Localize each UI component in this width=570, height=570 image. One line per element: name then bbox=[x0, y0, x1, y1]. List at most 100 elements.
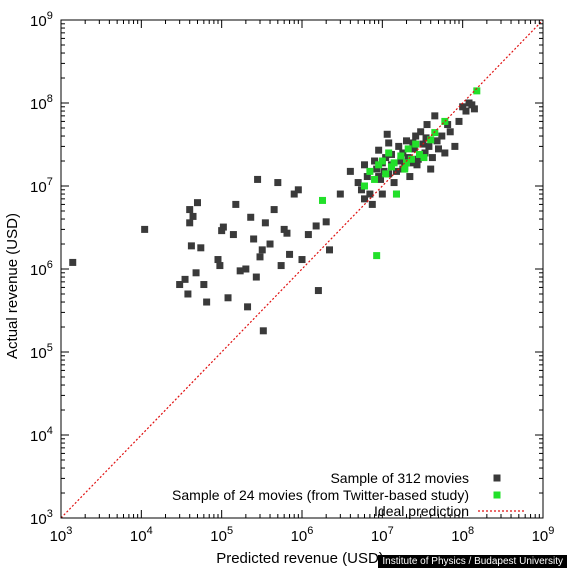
marker-312-sample bbox=[200, 281, 208, 289]
marker-312-sample bbox=[192, 269, 200, 277]
marker-312-sample bbox=[385, 139, 393, 147]
marker-312-sample bbox=[232, 200, 240, 208]
marker-twitter-sample bbox=[361, 182, 369, 190]
marker-twitter-sample bbox=[403, 159, 411, 167]
y-tick-label: 106 bbox=[30, 259, 53, 279]
marker-312-sample bbox=[270, 206, 278, 214]
marker-312-sample bbox=[433, 137, 441, 145]
marker-312-sample bbox=[242, 265, 250, 273]
marker-312-sample bbox=[383, 130, 391, 138]
marker-twitter-sample bbox=[371, 175, 379, 183]
marker-312-sample bbox=[368, 200, 376, 208]
marker-312-sample bbox=[468, 101, 476, 109]
ideal-line-group bbox=[60, 19, 544, 519]
marker-312-sample bbox=[258, 246, 266, 254]
y-tick-label: 103 bbox=[30, 508, 53, 528]
marker-312-sample bbox=[336, 190, 344, 198]
marker-312-sample bbox=[216, 262, 224, 270]
marker-twitter-sample bbox=[366, 167, 374, 175]
marker-312-sample bbox=[187, 242, 195, 250]
marker-312-sample bbox=[378, 190, 386, 198]
marker-312-sample bbox=[423, 121, 431, 129]
marker-312-sample bbox=[422, 134, 430, 142]
marker-312-sample bbox=[397, 157, 405, 165]
marker-312-sample bbox=[434, 145, 442, 153]
marker-312-sample bbox=[203, 298, 211, 306]
marker-312-sample bbox=[69, 258, 77, 266]
marker-twitter-sample bbox=[392, 190, 400, 198]
marker-twitter-sample bbox=[407, 155, 415, 163]
x-axis-label: Predicted revenue (USD) bbox=[216, 550, 384, 567]
legend-label: Ideal prediction bbox=[374, 503, 469, 519]
credit-label: Institute of Physics / Budapest Universi… bbox=[378, 555, 567, 568]
marker-twitter-sample bbox=[404, 145, 412, 153]
marker-312-sample bbox=[455, 117, 463, 125]
legend-marker bbox=[493, 491, 501, 499]
y-tick-label: 105 bbox=[30, 342, 53, 362]
marker-312-sample bbox=[406, 173, 414, 181]
axis-ticks bbox=[61, 20, 543, 518]
marker-312-sample bbox=[451, 142, 459, 150]
y-tick-label: 109 bbox=[30, 10, 53, 30]
y-tick-label: 108 bbox=[30, 93, 53, 113]
marker-312-sample bbox=[312, 222, 320, 230]
marker-312-sample bbox=[274, 179, 282, 187]
marker-312-sample bbox=[346, 167, 354, 175]
x-tick-label: 107 bbox=[371, 525, 394, 545]
marker-312-sample bbox=[390, 179, 398, 187]
marker-312-sample bbox=[395, 142, 403, 150]
marker-312-sample bbox=[413, 161, 421, 169]
marker-312-sample bbox=[193, 199, 201, 207]
marker-312-sample bbox=[441, 149, 449, 157]
marker-312-sample bbox=[363, 173, 371, 181]
marker-312-sample bbox=[366, 190, 374, 198]
marker-312-sample bbox=[357, 186, 365, 194]
marker-twitter-sample bbox=[387, 163, 395, 171]
marker-twitter-sample bbox=[441, 117, 449, 125]
marker-312-sample bbox=[218, 227, 226, 235]
y-tick-labels: 103 104 105 106 107 108 109 bbox=[30, 10, 53, 528]
marker-312-sample bbox=[314, 287, 322, 295]
marker-312-sample bbox=[361, 161, 369, 169]
marker-312-sample bbox=[189, 212, 197, 220]
marker-312-sample bbox=[254, 175, 262, 183]
marker-312-sample bbox=[414, 155, 422, 163]
marker-312-sample bbox=[277, 262, 285, 270]
marker-312-sample bbox=[375, 146, 383, 154]
marker-twitter-sample bbox=[412, 140, 420, 148]
marker-312-sample bbox=[247, 213, 255, 221]
marker-312-sample bbox=[425, 142, 433, 150]
marker-312-sample bbox=[371, 157, 379, 165]
marker-312-sample bbox=[250, 235, 258, 243]
marker-312-sample bbox=[236, 267, 244, 275]
legend-label: Sample of 24 movies (from Twitter-based … bbox=[172, 487, 469, 503]
marker-312-sample bbox=[197, 244, 205, 252]
marker-312-sample bbox=[244, 303, 252, 311]
marker-312-sample bbox=[286, 250, 294, 258]
x-tick-label: 104 bbox=[130, 525, 153, 545]
marker-312-sample bbox=[186, 206, 194, 214]
marker-twitter-sample bbox=[373, 252, 381, 260]
marker-312-sample bbox=[256, 253, 264, 261]
marker-312-sample bbox=[459, 103, 467, 111]
marker-312-sample bbox=[470, 105, 478, 113]
legend-label: Sample of 312 movies bbox=[330, 470, 469, 486]
marker-312-sample bbox=[224, 294, 232, 302]
marker-312-sample bbox=[421, 149, 429, 157]
x-tick-label: 108 bbox=[451, 525, 474, 545]
marker-312-sample bbox=[410, 145, 418, 153]
marker-twitter-sample bbox=[427, 136, 435, 144]
marker-twitter-sample bbox=[415, 150, 423, 158]
marker-312-sample bbox=[283, 229, 291, 237]
x-tick-label: 106 bbox=[291, 525, 314, 545]
y-tick-label: 104 bbox=[30, 425, 53, 445]
x-tick-label: 109 bbox=[532, 525, 555, 545]
legend-marker bbox=[493, 474, 501, 482]
marker-twitter-sample bbox=[378, 157, 386, 165]
marker-twitter-sample bbox=[382, 170, 390, 178]
marker-312-sample bbox=[446, 128, 454, 136]
marker-312-sample bbox=[259, 327, 267, 335]
marker-twitter-sample bbox=[397, 152, 405, 160]
marker-312-sample bbox=[354, 179, 362, 187]
